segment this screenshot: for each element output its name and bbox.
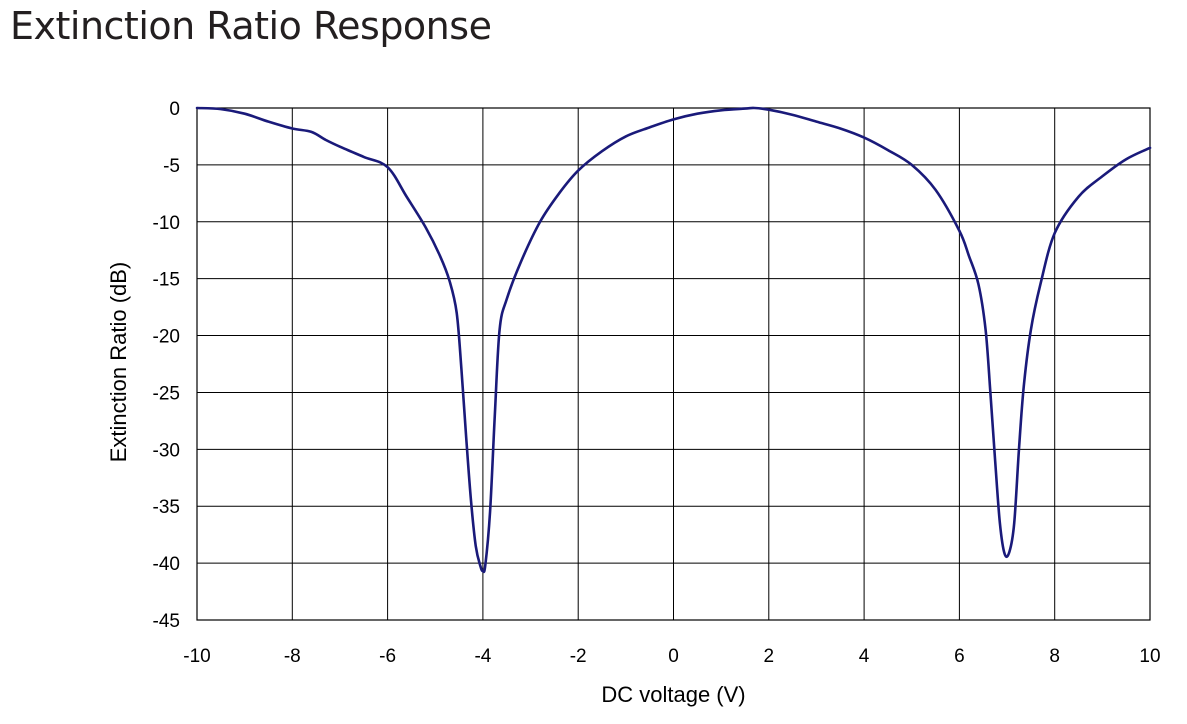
x-tick-label: -10 <box>183 646 210 667</box>
y-tick-label: -25 <box>153 383 180 404</box>
x-tick-label: 2 <box>764 646 775 667</box>
x-tick-label: 0 <box>668 646 679 667</box>
page-title: Extinction Ratio Response <box>10 4 492 48</box>
x-tick-label: 10 <box>1139 646 1160 667</box>
grid <box>196 107 1151 621</box>
x-tick-label: -2 <box>570 646 587 667</box>
y-tick-label: 0 <box>169 99 180 120</box>
x-tick-label: 6 <box>954 646 965 667</box>
series-line <box>195 106 1152 574</box>
x-tick-label: 4 <box>859 646 870 667</box>
x-tick-labels: -10 -8 -6 -4 -2 0 2 4 6 8 10 <box>183 646 1160 667</box>
y-tick-label: -10 <box>153 213 180 234</box>
y-tick-label: -30 <box>153 440 180 461</box>
y-tick-label: -35 <box>153 497 180 518</box>
series-layer <box>195 106 1152 574</box>
y-tick-label: -15 <box>153 270 180 291</box>
y-tick-label: -5 <box>163 156 180 177</box>
y-axis-title: Extinction Ratio (dB) <box>106 262 131 463</box>
x-tick-label: -8 <box>284 646 301 667</box>
x-axis-title: DC voltage (V) <box>601 682 745 707</box>
x-tick-label: 8 <box>1049 646 1060 667</box>
plot-border <box>196 107 1151 621</box>
y-tick-label: -20 <box>153 327 180 348</box>
x-tick-label: -6 <box>379 646 396 667</box>
x-tick-label: -4 <box>474 646 491 667</box>
y-tick-label: -40 <box>153 554 180 575</box>
y-tick-label: -45 <box>153 611 180 632</box>
y-tick-labels: 0 -5 -10 -15 -20 -25 -30 -35 -40 -45 <box>153 99 180 632</box>
